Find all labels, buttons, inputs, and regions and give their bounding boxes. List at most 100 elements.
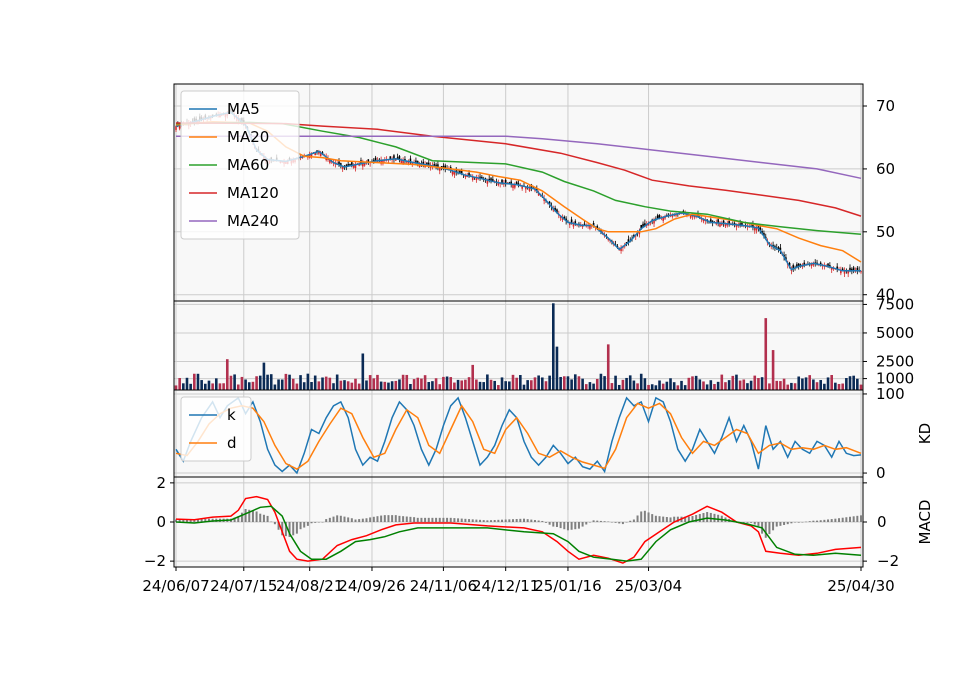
candle-body <box>620 248 622 251</box>
volume-bar <box>196 373 200 390</box>
macd-osc-bar <box>336 515 339 522</box>
volume-bar <box>551 303 555 390</box>
volume-bar <box>753 375 757 390</box>
volume-bar <box>859 384 863 390</box>
volume-bar <box>625 377 628 390</box>
ytick-label-left: 0 <box>156 513 166 531</box>
macd-osc-bar <box>424 517 427 522</box>
volume-bar <box>705 384 709 390</box>
macd-osc-bar <box>746 522 749 523</box>
macd-osc-bar <box>808 521 811 522</box>
volume-bar <box>288 374 291 390</box>
volume-bar <box>236 384 240 390</box>
candle-body <box>728 221 730 225</box>
candle-body <box>314 152 316 156</box>
macd-osc-bar <box>332 516 335 522</box>
macd-osc-bar <box>196 519 199 522</box>
volume-bar <box>760 377 764 390</box>
candle-body <box>792 265 795 269</box>
xtick-label: 24/07/15 <box>210 577 277 595</box>
volume-bar <box>720 374 724 390</box>
macd-osc-bar <box>358 519 361 522</box>
macd-osc-bar <box>852 516 855 522</box>
candle-body <box>843 270 846 274</box>
macd-osc-bar <box>266 515 269 522</box>
macd-osc-bar <box>248 509 251 522</box>
candle-body <box>852 267 855 271</box>
volume-bar <box>478 381 482 390</box>
candle-body <box>847 270 849 274</box>
xtick-label: 24/12/11 <box>472 577 539 595</box>
macd-osc-bar <box>398 515 401 522</box>
macd-osc-bar <box>475 519 478 522</box>
volume-bar <box>702 381 705 390</box>
macd-osc-bar <box>519 518 522 522</box>
candle-body <box>354 164 357 169</box>
volume-bar <box>306 373 310 390</box>
candle-body <box>475 177 478 180</box>
macd-osc-bar <box>508 519 511 522</box>
candle-body <box>642 223 644 228</box>
macd-osc-bar <box>695 515 698 522</box>
volume-bar <box>233 374 236 390</box>
candle-body <box>376 160 379 163</box>
candle-body <box>488 178 490 181</box>
candle-body <box>338 161 340 165</box>
candle-body <box>345 164 348 167</box>
volume-bar <box>453 382 456 390</box>
ylabel-KD: KD <box>916 423 934 444</box>
macd-osc-bar <box>786 522 789 525</box>
volume-bar <box>497 385 500 390</box>
volume-bar <box>654 385 658 390</box>
macd-osc-bar <box>391 515 394 522</box>
macd-osc-bar <box>570 522 573 530</box>
volume-bar <box>819 380 823 390</box>
volume-bar <box>771 350 775 390</box>
macd-osc-bar <box>768 522 771 535</box>
volume-bar <box>273 384 277 390</box>
macd-osc-bar <box>416 517 419 522</box>
macd-osc-bar <box>233 517 236 522</box>
macd-osc-bar <box>361 518 364 522</box>
volume-bar <box>727 380 731 390</box>
volume-bar <box>643 378 647 390</box>
volume-bar <box>464 379 467 390</box>
volume-bar <box>555 346 559 390</box>
candle-body <box>340 163 342 166</box>
candle-body <box>726 223 729 226</box>
macd-osc-bar <box>204 518 207 522</box>
candle-body <box>810 263 813 267</box>
volume-bar <box>207 380 211 390</box>
volume-bar <box>742 379 746 390</box>
candle-body <box>662 217 664 221</box>
macd-osc-bar <box>185 519 188 522</box>
candle-body <box>512 184 514 189</box>
series-line-MA240 <box>176 135 862 180</box>
macd-osc-bar <box>790 522 793 524</box>
volume-bar <box>698 379 702 390</box>
macd-osc-bar <box>827 519 830 522</box>
volume-bar <box>595 378 599 390</box>
candle-body <box>675 214 677 216</box>
candle-body <box>664 216 666 219</box>
legend-box-KD <box>180 396 252 462</box>
candle-body <box>435 164 437 167</box>
volume-bar <box>676 385 680 390</box>
candle-body <box>537 192 540 196</box>
volume-bar <box>687 377 691 390</box>
volume-bar <box>416 377 420 390</box>
volume-bar <box>295 383 299 390</box>
candle-body <box>671 214 674 217</box>
macd-osc-bar <box>555 522 558 527</box>
candle-body <box>409 158 412 162</box>
volume-bar <box>211 383 214 390</box>
volume-bar <box>683 385 687 390</box>
candle-body <box>525 186 527 190</box>
candle-body <box>389 156 392 160</box>
candle-body <box>819 262 822 265</box>
volume-bar <box>475 379 478 390</box>
volume-bar <box>332 383 335 390</box>
macd-osc-bar <box>544 522 547 523</box>
candle-body <box>702 219 705 222</box>
volume-bar <box>559 376 562 390</box>
